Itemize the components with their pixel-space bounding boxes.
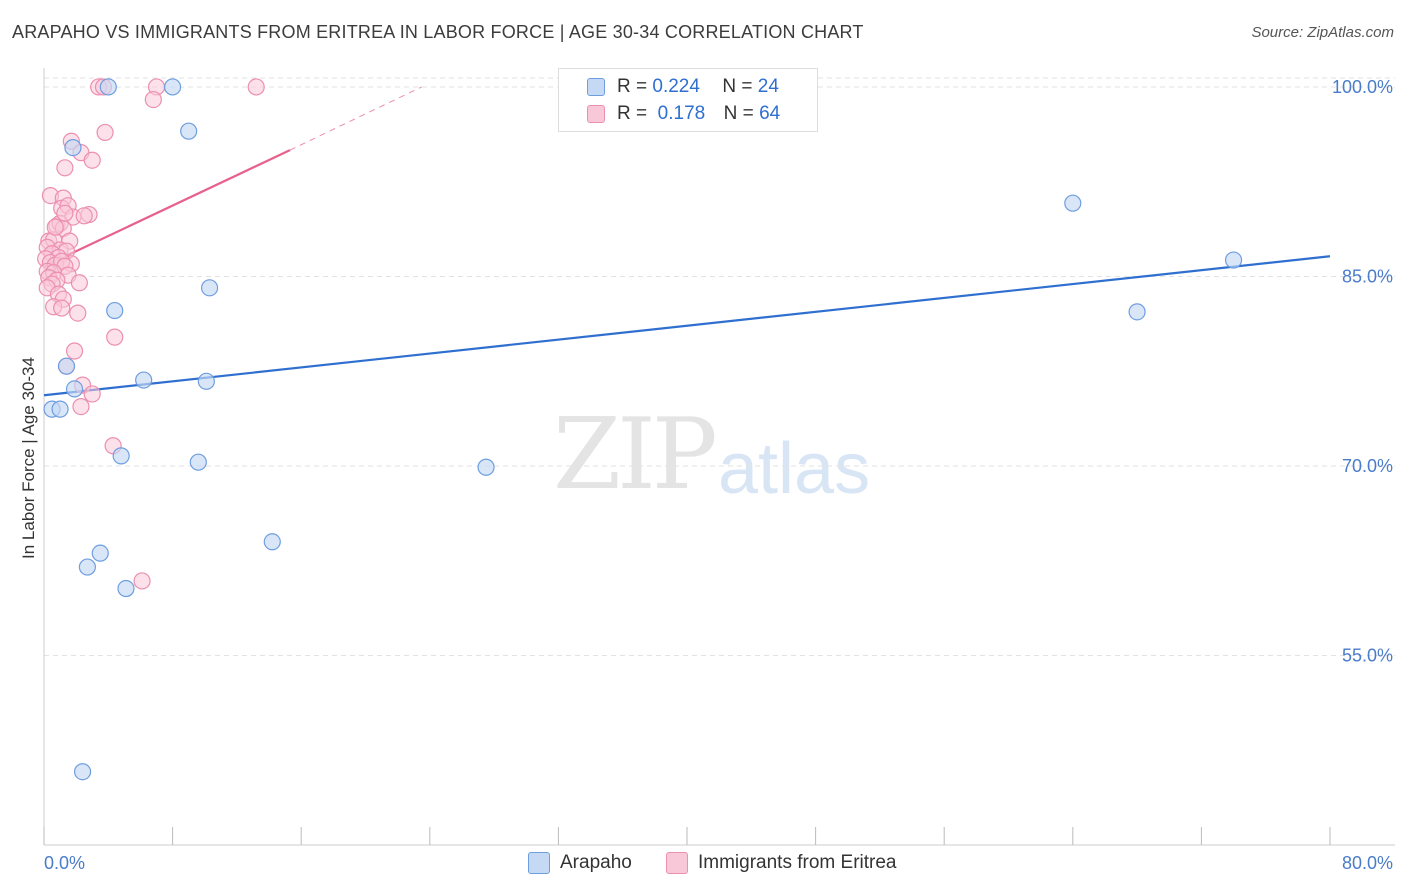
arapaho-point xyxy=(57,357,76,375)
eritrea-point xyxy=(72,397,90,416)
arapaho-point xyxy=(1128,303,1146,321)
chart-title: ARAPAHO VS IMMIGRANTS FROM ERITREA IN LA… xyxy=(12,22,864,42)
arapaho-legend-swatch xyxy=(528,852,550,874)
eritrea-point xyxy=(133,572,151,590)
eritrea-point xyxy=(75,207,93,225)
legend-label-arapaho: Arapaho xyxy=(560,852,632,873)
eritrea-swatch xyxy=(587,105,605,123)
axes xyxy=(43,68,1395,846)
arapaho-point xyxy=(78,558,97,576)
eritrea-point xyxy=(96,123,114,142)
tick-labels: 55.0% 70.0% 85.0% 100.0% 0.0% 80.0% xyxy=(44,77,1393,873)
arapaho-point xyxy=(180,122,198,140)
arapaho-trend-line xyxy=(43,255,1331,397)
eritrea-trend-line xyxy=(43,149,291,268)
watermark-atlas: atlas xyxy=(718,429,871,509)
arapaho-point xyxy=(91,544,109,562)
arapaho-point xyxy=(263,533,281,551)
legend-row-arapaho: R = 0.224 N = 24 xyxy=(587,75,779,99)
legend-item-eritrea[interactable]: Immigrants from Eritrea xyxy=(666,852,896,874)
arapaho-point xyxy=(135,371,153,389)
arapaho-point xyxy=(1224,251,1243,269)
arapaho-point xyxy=(112,447,130,465)
arapaho-point xyxy=(65,380,84,398)
data-points xyxy=(37,78,1243,781)
stats-legend: R = 0.224 N = 24 R = 0.178 N = 64 xyxy=(558,68,818,132)
arapaho-point xyxy=(64,138,82,157)
y-tick-label: 55.0% xyxy=(1342,645,1393,665)
legend-item-arapaho[interactable]: Arapaho xyxy=(528,852,632,874)
eritrea-point xyxy=(69,304,87,322)
eritrea-legend-swatch xyxy=(666,852,688,874)
n-value: 64 xyxy=(759,103,781,124)
x-tick-label-max: 80.0% xyxy=(1342,853,1393,873)
eritrea-point xyxy=(144,90,162,109)
arapaho-swatch xyxy=(587,78,605,96)
arapaho-point xyxy=(189,453,207,471)
legend-label-eritrea: Immigrants from Eritrea xyxy=(698,852,897,873)
arapaho-point xyxy=(99,78,117,96)
arapaho-point xyxy=(73,763,92,781)
n-label: N = xyxy=(722,76,753,97)
y-tick-label: 85.0% xyxy=(1342,266,1393,286)
eritrea-point xyxy=(83,385,101,403)
watermark-zip: ZIP xyxy=(553,398,718,512)
eritrea-trend-extension xyxy=(289,86,422,151)
arapaho-point xyxy=(164,78,182,96)
arapaho-point xyxy=(106,301,124,320)
arapaho-point xyxy=(51,400,69,418)
r-label: R = xyxy=(617,103,648,124)
x-tick-label-min: 0.0% xyxy=(44,853,85,873)
r-value: 0.224 xyxy=(652,76,700,97)
eritrea-point xyxy=(247,78,265,96)
arapaho-point xyxy=(1064,194,1082,212)
arapaho-point xyxy=(197,372,215,390)
eritrea-point xyxy=(53,299,71,317)
y-axis-label: In Labor Force | Age 30-34 xyxy=(19,357,38,559)
source-label: Source: ZipAtlas.com xyxy=(1251,24,1394,41)
n-label: N = xyxy=(723,103,754,124)
eritrea-point xyxy=(70,274,88,292)
trend-lines xyxy=(43,86,1331,397)
grid-lines xyxy=(44,77,1395,656)
r-value: 0.178 xyxy=(657,103,706,124)
eritrea-point xyxy=(65,342,84,360)
legend-row-eritrea: R = 0.178 N = 64 xyxy=(587,102,780,126)
eritrea-point xyxy=(56,204,74,222)
eritrea-point xyxy=(46,218,64,236)
n-value: 24 xyxy=(757,76,779,97)
y-tick-label: 100.0% xyxy=(1332,77,1393,97)
series-legend: Arapaho Immigrants from Eritrea xyxy=(0,852,1406,878)
arapaho-point xyxy=(117,579,135,598)
arapaho-point xyxy=(200,279,219,297)
eritrea-point xyxy=(106,328,124,346)
arapaho-point xyxy=(477,458,495,476)
y-tick-label: 70.0% xyxy=(1342,456,1393,476)
r-label: R = xyxy=(617,76,648,97)
eritrea-point xyxy=(83,151,101,169)
eritrea-point xyxy=(56,159,74,177)
